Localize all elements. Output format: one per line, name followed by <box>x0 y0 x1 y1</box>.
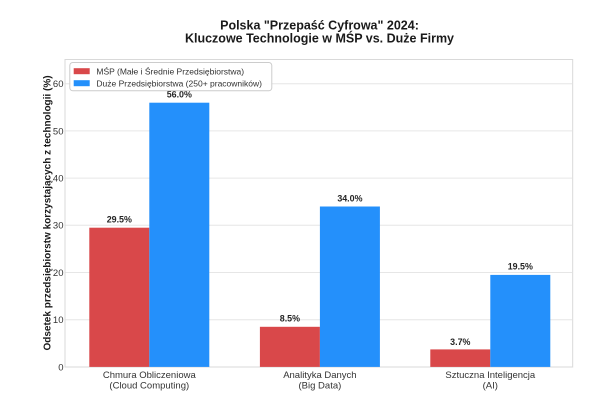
svg-text:19.5%: 19.5% <box>508 262 533 272</box>
svg-text:8.5%: 8.5% <box>280 314 300 324</box>
svg-text:(Big Data): (Big Data) <box>299 381 342 392</box>
svg-text:30: 30 <box>53 221 64 232</box>
svg-text:34.0%: 34.0% <box>337 193 362 203</box>
svg-text:3.7%: 3.7% <box>450 337 470 347</box>
svg-text:Kluczowe Technologie w MŚP vs.: Kluczowe Technologie w MŚP vs. Duże Firm… <box>185 31 454 46</box>
svg-text:MŚP (Małe i Średnie Przedsiębi: MŚP (Małe i Średnie Przedsiębiorstwa) <box>96 65 244 76</box>
svg-text:Duże Przedsiębiorstwa (250+ pr: Duże Przedsiębiorstwa (250+ pracowników) <box>96 78 262 88</box>
svg-text:29.5%: 29.5% <box>107 215 132 225</box>
svg-text:20: 20 <box>53 268 64 279</box>
svg-text:Odsetek przedsiębiorstw korzys: Odsetek przedsiębiorstw korzystających z… <box>43 75 54 350</box>
svg-text:40: 40 <box>53 174 64 185</box>
svg-text:Chmura Obliczeniowa: Chmura Obliczeniowa <box>103 370 197 381</box>
svg-text:(Cloud Computing): (Cloud Computing) <box>109 381 189 392</box>
svg-text:0: 0 <box>58 362 63 373</box>
svg-text:(AI): (AI) <box>483 381 498 392</box>
svg-text:Sztuczna Inteligencja: Sztuczna Inteligencja <box>445 370 535 381</box>
svg-text:60: 60 <box>53 79 64 90</box>
svg-text:10: 10 <box>53 315 64 326</box>
svg-text:50: 50 <box>53 126 64 137</box>
svg-text:Analityka Danych: Analityka Danych <box>283 370 356 381</box>
svg-text:Polska "Przepaść Cyfrowa" 2024: Polska "Przepaść Cyfrowa" 2024: <box>220 19 419 33</box>
svg-text:56.0%: 56.0% <box>167 90 192 100</box>
